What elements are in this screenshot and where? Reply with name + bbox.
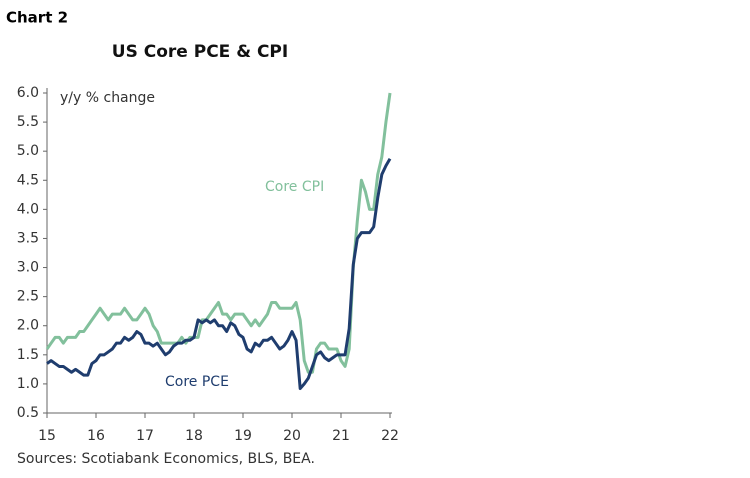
y-axis-label: y/y % change xyxy=(60,90,155,106)
y-tick-label: 3.5 xyxy=(17,230,39,246)
chart-header: Chart 2 xyxy=(6,9,68,27)
y-tick-label: 1.0 xyxy=(17,376,39,392)
y-tick-label: 6.0 xyxy=(17,85,39,101)
y-tick-label: 2.0 xyxy=(17,318,39,334)
y-tick-label: 3.0 xyxy=(17,260,39,276)
y-tick-label: 5.0 xyxy=(17,143,39,159)
series-line xyxy=(46,157,392,391)
y-tick-label: 1.5 xyxy=(17,347,39,363)
x-tick-label: 22 xyxy=(381,428,399,444)
x-tick-label: 20 xyxy=(283,428,301,444)
x-tick-label: 16 xyxy=(87,428,105,444)
y-tick-label: 2.5 xyxy=(17,289,39,305)
series-label: Core CPI xyxy=(265,179,324,195)
y-tick-label: 0.5 xyxy=(17,405,39,421)
y-tick-label: 5.5 xyxy=(17,114,39,130)
series-line xyxy=(45,92,392,374)
x-tick-label: 19 xyxy=(234,428,252,444)
source: Sources: Scotiabank Economics, BLS, BEA. xyxy=(17,451,315,467)
y-tick-label: 4.0 xyxy=(17,201,39,217)
x-tick-label: 21 xyxy=(332,428,350,444)
y-tick-label: 4.5 xyxy=(17,172,39,188)
x-tick-label: 18 xyxy=(185,428,203,444)
chart-title: US Core PCE & CPI xyxy=(112,42,288,62)
series-label: Core PCE xyxy=(165,374,229,390)
x-tick-label: 15 xyxy=(38,428,56,444)
x-tick-label: 17 xyxy=(136,428,154,444)
